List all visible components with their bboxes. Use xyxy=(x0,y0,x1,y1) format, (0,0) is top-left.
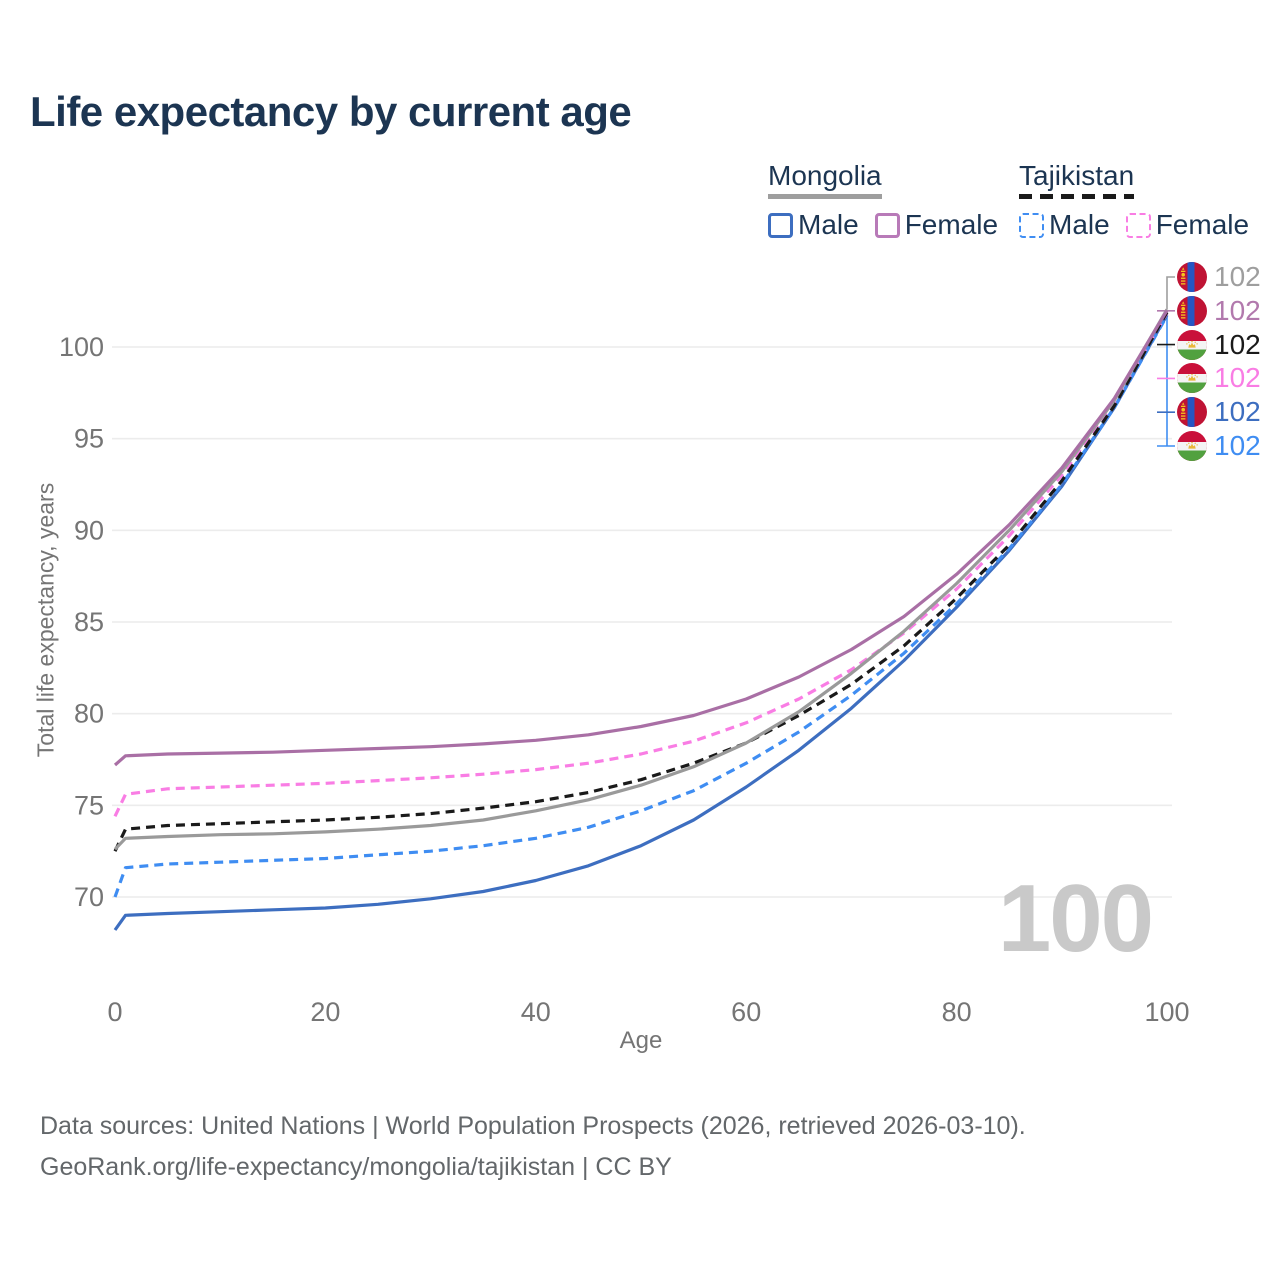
series-line-tajikistan-male[interactable] xyxy=(113,315,1169,898)
x-tick-label-80: 80 xyxy=(942,997,972,1027)
legend-label-mongolia-female: Female xyxy=(904,209,999,240)
legend-underline-tajikistan-dashed xyxy=(1019,194,1134,199)
legend-header-tajikistan[interactable]: Tajikistan xyxy=(1019,160,1135,191)
y-tick-label-85: 85 xyxy=(74,607,104,637)
legend-underline-mongolia-solid xyxy=(768,194,882,199)
legend-item-mongolia-male[interactable]: Male xyxy=(768,209,859,241)
series-line-tajikistan-both-sexes[interactable] xyxy=(113,311,1169,852)
x-tick-label-20: 20 xyxy=(310,997,340,1027)
series-line-mongolia-male[interactable] xyxy=(113,314,1169,931)
legend-label-tajikistan-female: Female xyxy=(1155,209,1250,240)
y-tick-label-75: 75 xyxy=(74,790,104,820)
mongolia-female-swatch-icon[interactable] xyxy=(874,212,900,238)
x-axis-title: Age xyxy=(619,1027,663,1054)
footer-attribution-link[interactable]: GeoRank.org/life-expectancy/mongolia/taj… xyxy=(40,1153,672,1181)
x-tick-label-60: 60 xyxy=(731,997,761,1027)
legend-label-mongolia-male: Male xyxy=(798,209,859,240)
chart-title: Life expectancy by current age xyxy=(30,88,632,135)
y-tick-label-70: 70 xyxy=(74,882,104,912)
legend-item-mongolia-female[interactable]: Female xyxy=(874,209,999,241)
y-tick-label-95: 95 xyxy=(74,424,104,454)
x-tick-label-0: 0 xyxy=(107,997,122,1027)
legend-item-tajikistan-female[interactable]: Female xyxy=(1125,209,1250,241)
tajikistan-female-swatch-icon[interactable] xyxy=(1125,212,1151,238)
series-line-mongolia-female[interactable] xyxy=(113,309,1169,767)
y-tick-label-90: 90 xyxy=(74,515,104,545)
y-tick-label-100: 100 xyxy=(59,332,104,362)
legend-header-mongolia[interactable]: Mongolia xyxy=(768,160,882,191)
footer-data-sources: Data sources: United Nations | World Pop… xyxy=(40,1112,1026,1140)
legend-group-mongolia: Mongolia Male Female xyxy=(768,160,998,241)
legend-item-tajikistan-male[interactable]: Male xyxy=(1019,209,1110,241)
legend-group-tajikistan: Tajikistan Male Female xyxy=(1019,160,1249,241)
y-tick-label-80: 80 xyxy=(74,699,104,729)
y-axis-title: Total life expectancy, years xyxy=(32,482,59,758)
tajikistan-male-swatch-icon[interactable] xyxy=(1019,212,1044,238)
leader-line-gray xyxy=(1166,276,1175,310)
x-tick-label-40: 40 xyxy=(521,997,551,1027)
series-line-tajikistan-female[interactable] xyxy=(113,312,1169,817)
mongolia-male-swatch-icon[interactable] xyxy=(768,212,793,238)
legend-label-tajikistan-male: Male xyxy=(1049,209,1110,240)
footer: Data sources: United Nations | World Pop… xyxy=(40,1106,1026,1188)
age-watermark: 100 xyxy=(997,865,1154,972)
series-line-mongolia-both-sexes[interactable] xyxy=(113,308,1169,851)
x-tick-label-100: 100 xyxy=(1144,997,1189,1027)
